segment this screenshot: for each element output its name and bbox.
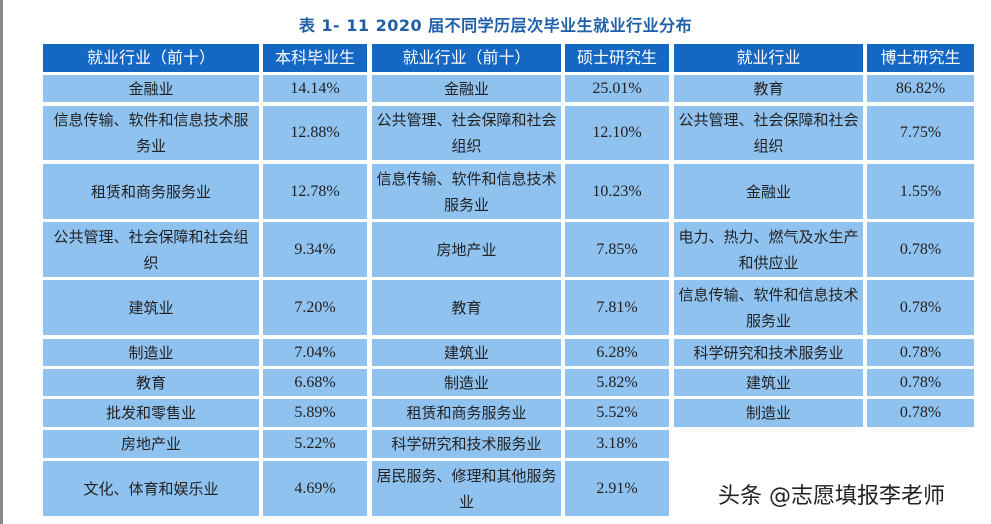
- industry-cell: 居民服务、修理和其他服务业: [372, 461, 561, 516]
- industry-cell: 信息传输、软件和信息技术服务业: [43, 106, 259, 160]
- percentage-cell: 9.34%: [263, 222, 367, 277]
- percentage-cell: 5.82%: [565, 369, 669, 396]
- percentage-cell: 86.82%: [867, 75, 974, 102]
- column-header: 就业行业: [674, 44, 863, 72]
- industry-cell: 制造业: [43, 339, 259, 366]
- industry-cell: 金融业: [43, 75, 259, 102]
- percentage-cell: 0.78%: [867, 280, 974, 335]
- column-header: 就业行业（前十）: [372, 44, 561, 72]
- percentage-cell: 0.78%: [867, 339, 974, 366]
- percentage-cell: 7.20%: [263, 280, 367, 335]
- industry-cell: 房地产业: [43, 430, 259, 458]
- watermark: 头条 @志愿填报李老师: [718, 484, 945, 509]
- page-edge: [0, 0, 3, 524]
- percentage-cell: 7.81%: [565, 280, 669, 335]
- industry-cell: 文化、体育和娱乐业: [43, 461, 259, 516]
- industry-cell: 建筑业: [372, 339, 561, 366]
- industry-cell: 公共管理、社会保障和社会组织: [674, 106, 863, 160]
- percentage-cell: 0.78%: [867, 222, 974, 277]
- industry-cell: 金融业: [674, 164, 863, 219]
- industry-cell: 租赁和商务服务业: [372, 399, 561, 427]
- percentage-cell: 0.78%: [867, 399, 974, 427]
- column-header: 就业行业（前十）: [43, 44, 259, 72]
- industry-cell: 租赁和商务服务业: [43, 164, 259, 219]
- industry-cell: 建筑业: [43, 280, 259, 335]
- column-header: 硕士研究生: [565, 44, 669, 72]
- percentage-cell: 5.22%: [263, 430, 367, 458]
- industry-cell: 公共管理、社会保障和社会组织: [372, 106, 561, 160]
- percentage-cell: 12.78%: [263, 164, 367, 219]
- percentage-cell: 3.18%: [565, 430, 669, 458]
- column-header: 博士研究生: [867, 44, 974, 72]
- percentage-cell: 0.78%: [867, 369, 974, 396]
- percentage-cell: 5.89%: [263, 399, 367, 427]
- industry-cell: 房地产业: [372, 222, 561, 277]
- industry-cell: 电力、热力、燃气及水生产和供应业: [674, 222, 863, 277]
- percentage-cell: 12.10%: [565, 106, 669, 160]
- industry-cell: 教育: [43, 369, 259, 396]
- industry-cell: 金融业: [372, 75, 561, 102]
- percentage-cell: 12.88%: [263, 106, 367, 160]
- percentage-cell: 7.75%: [867, 106, 974, 160]
- industry-cell: 批发和零售业: [43, 399, 259, 427]
- industry-cell: 建筑业: [674, 369, 863, 396]
- percentage-cell: 4.69%: [263, 461, 367, 516]
- column-header: 本科毕业生: [263, 44, 367, 72]
- percentage-cell: 10.23%: [565, 164, 669, 219]
- percentage-cell: 25.01%: [565, 75, 669, 102]
- percentage-cell: 6.28%: [565, 339, 669, 366]
- industry-cell: 教育: [372, 280, 561, 335]
- industry-cell: 信息传输、软件和信息技术服务业: [372, 164, 561, 219]
- percentage-cell: 2.91%: [565, 461, 669, 516]
- industry-cell: 教育: [674, 75, 863, 102]
- industry-cell: 制造业: [372, 369, 561, 396]
- percentage-cell: 14.14%: [263, 75, 367, 102]
- percentage-cell: 5.52%: [565, 399, 669, 427]
- industry-cell: 科学研究和技术服务业: [372, 430, 561, 458]
- percentage-cell: 6.68%: [263, 369, 367, 396]
- industry-cell: 信息传输、软件和信息技术服务业: [674, 280, 863, 335]
- industry-cell: 公共管理、社会保障和社会组织: [43, 222, 259, 277]
- percentage-cell: 7.85%: [565, 222, 669, 277]
- table-title: 表 1- 11 2020 届不同学历层次毕业生就业行业分布: [298, 16, 693, 35]
- percentage-cell: 7.04%: [263, 339, 367, 366]
- percentage-cell: 1.55%: [867, 164, 974, 219]
- industry-cell: 制造业: [674, 399, 863, 427]
- industry-cell: 科学研究和技术服务业: [674, 339, 863, 366]
